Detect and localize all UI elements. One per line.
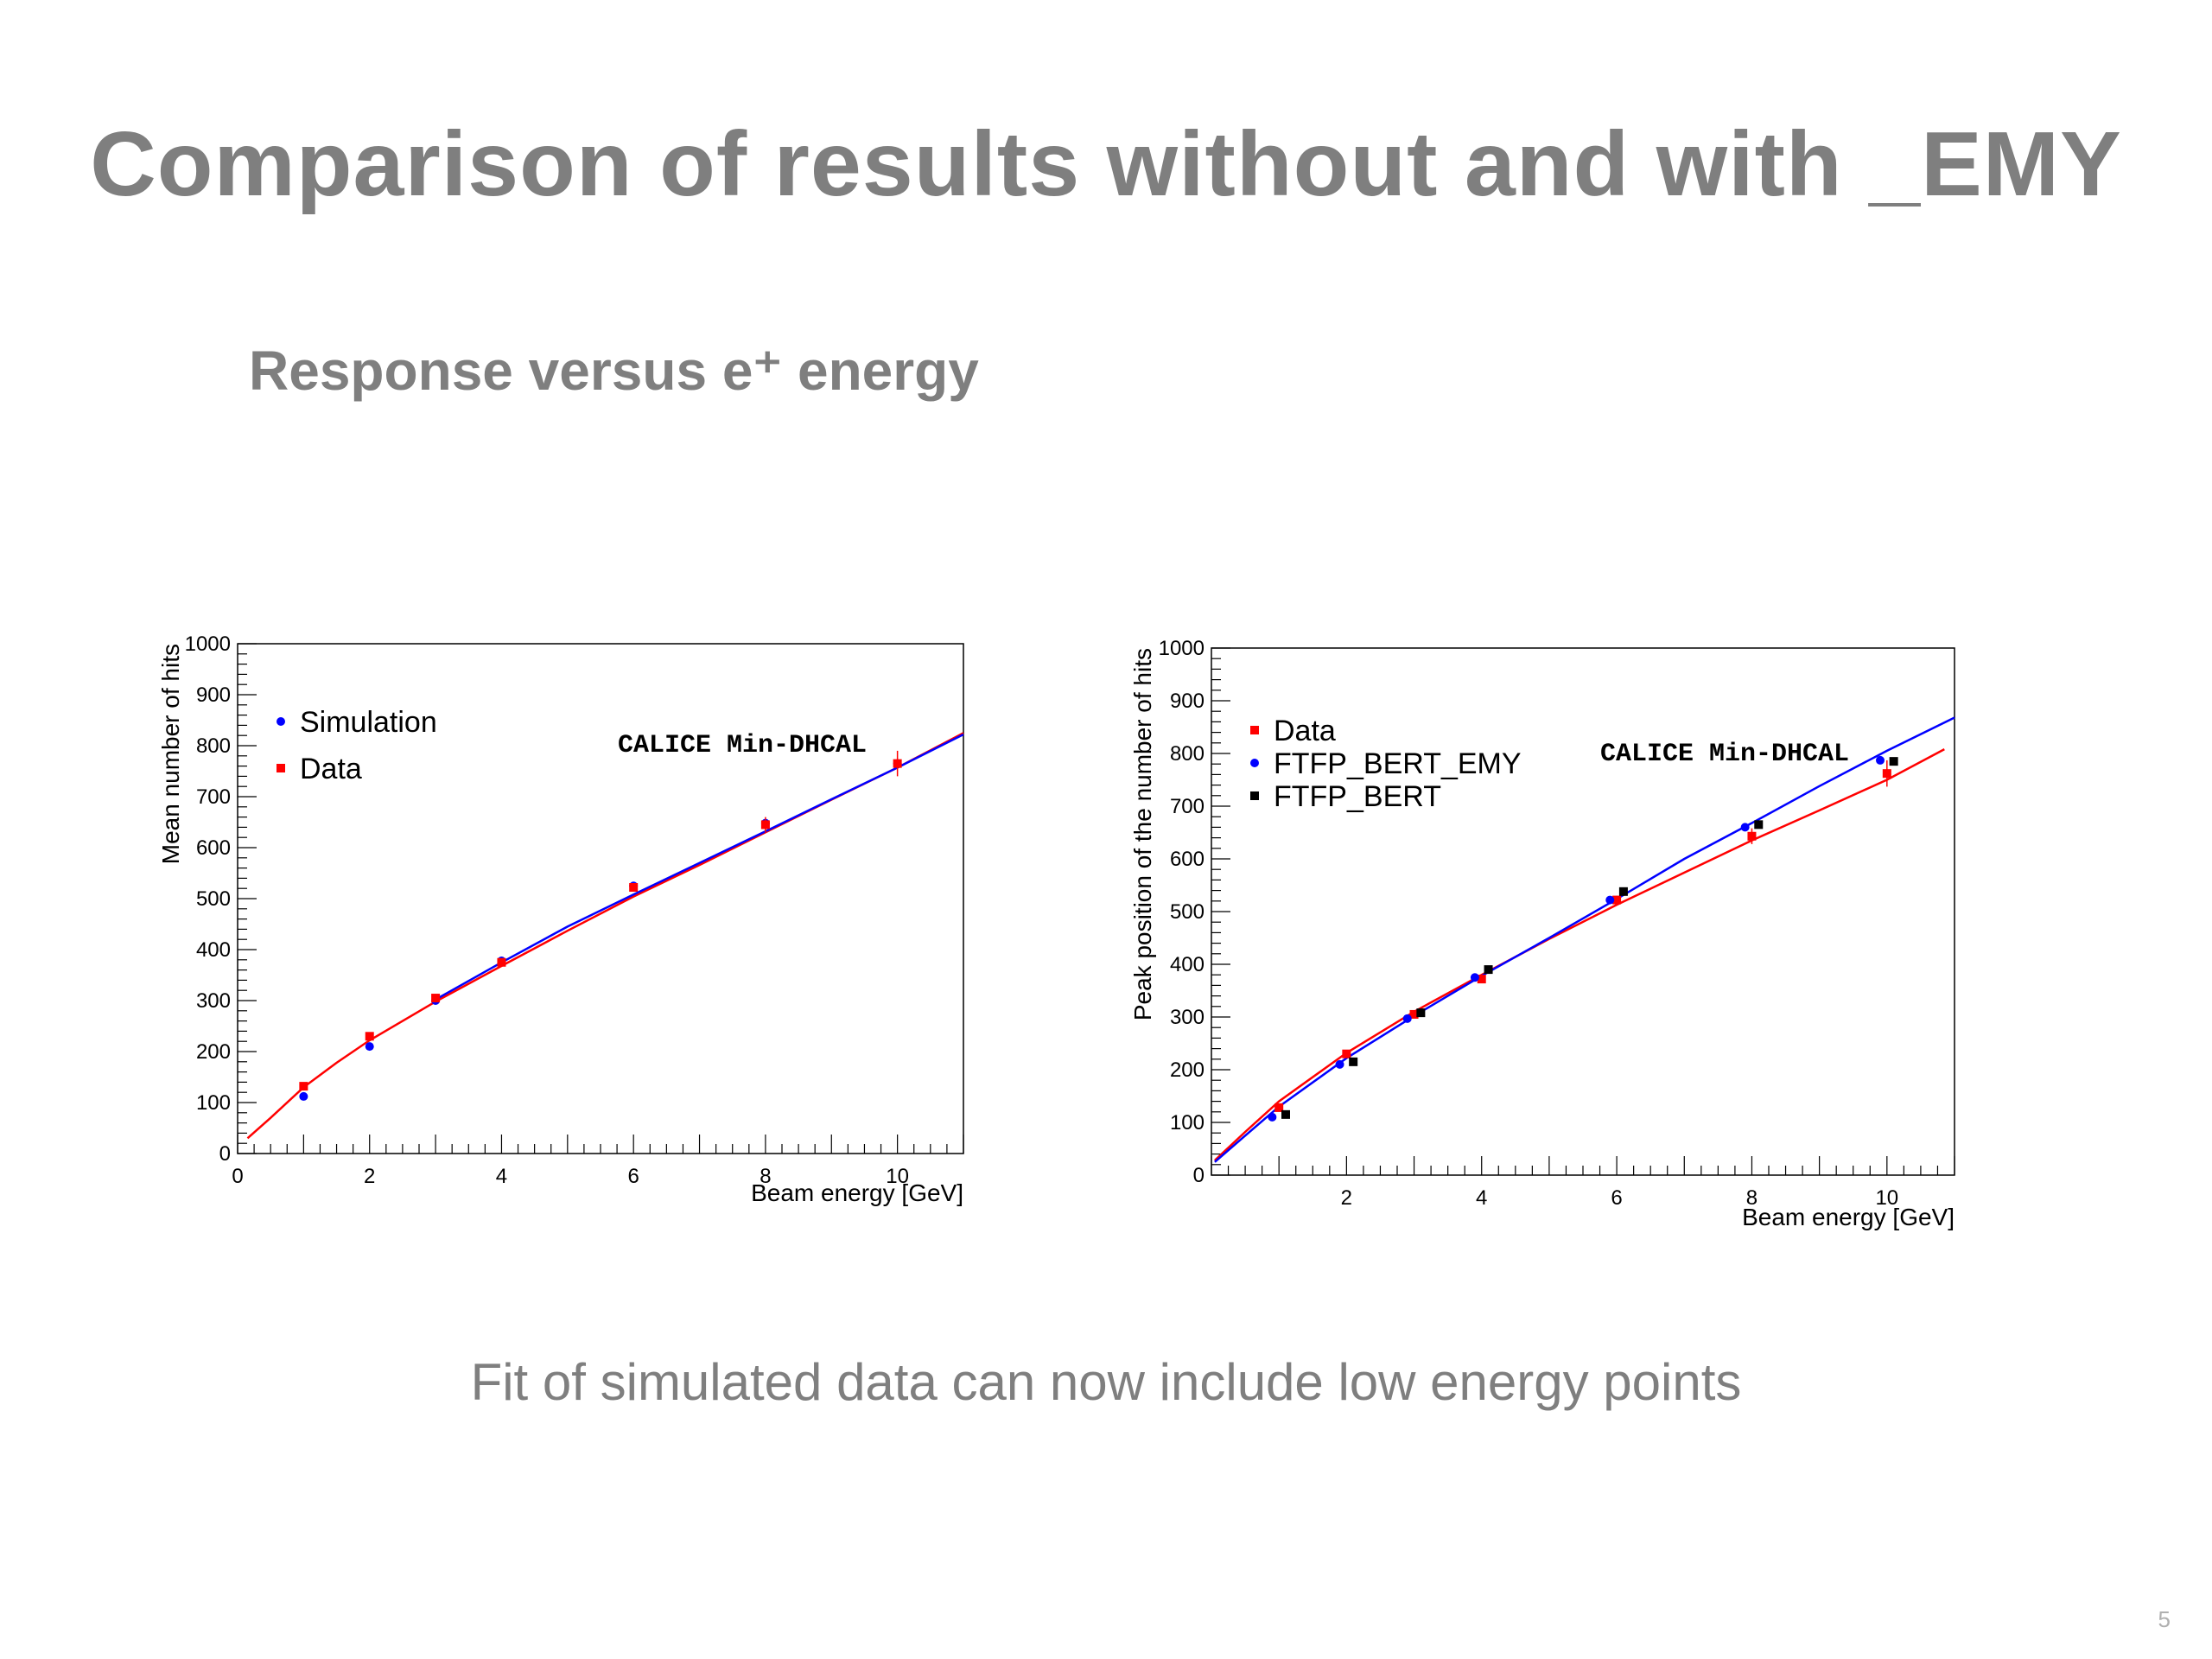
x-tick-label: 2 <box>364 1165 375 1188</box>
legend-label: Simulation <box>300 706 437 739</box>
data-point <box>1274 1103 1284 1112</box>
y-tick-label: 900 <box>1170 690 1205 713</box>
x-tick-label: 2 <box>1341 1186 1352 1210</box>
data-point <box>1402 1014 1412 1023</box>
x-tick-label: 6 <box>628 1165 639 1188</box>
x-axis-title: Beam energy [GeV] <box>751 1179 963 1206</box>
data-point <box>1281 1109 1290 1119</box>
legend-label: Data <box>1274 715 1336 747</box>
y-tick-label: 600 <box>196 836 231 860</box>
x-tick-label: 4 <box>496 1165 507 1188</box>
legend-label: FTFP_BERT_EMY <box>1274 747 1522 780</box>
data-point <box>629 883 639 893</box>
y-tick-label: 800 <box>1170 742 1205 766</box>
data-point <box>893 759 902 768</box>
data-point <box>1268 1112 1277 1122</box>
x-tick-label: 8 <box>1746 1186 1758 1210</box>
y-tick-label: 300 <box>1170 1006 1205 1029</box>
y-tick-label: 100 <box>196 1091 231 1115</box>
slide-subtitle: Response versus e⁺ energy <box>249 340 979 402</box>
data-point <box>365 1032 374 1041</box>
chart-annotation: CALICE Min-DHCAL <box>618 731 867 760</box>
y-tick-label: 600 <box>1170 848 1205 871</box>
chart-peak-position: 0 100 200 300 400 500 600 700 800 900 1000 2 4 6 8 10Be… <box>1129 637 1955 1230</box>
data-point <box>1470 973 1479 982</box>
legend-marker <box>276 764 285 772</box>
data-point <box>1882 769 1891 779</box>
data-point <box>1416 1008 1426 1018</box>
y-axis-title: Peak position of the number of hits <box>1129 648 1156 1020</box>
x-tick-label: 6 <box>1611 1186 1622 1210</box>
data-point <box>299 1091 308 1101</box>
data-point <box>1349 1057 1358 1066</box>
legend-marker <box>1250 791 1259 800</box>
data-point <box>299 1082 308 1091</box>
data-point <box>1409 1009 1419 1019</box>
page-number: 5 <box>2158 1606 2171 1632</box>
chart-mean-hits: 0 100 200 300 400 500 600 700 800 900 1000 0 2 4 6 8 10B… <box>157 632 964 1206</box>
x-tick-label: 0 <box>232 1165 243 1188</box>
y-tick-label: 700 <box>1170 795 1205 818</box>
legend-marker <box>1250 759 1259 767</box>
data-point <box>365 1042 374 1052</box>
data-point <box>1876 755 1885 765</box>
y-tick-label: 0 <box>219 1142 231 1166</box>
y-tick-label: 400 <box>196 938 231 962</box>
data-point <box>1740 823 1750 832</box>
y-tick-label: 1000 <box>1159 637 1205 660</box>
x-tick-label: 10 <box>1875 1186 1898 1210</box>
y-tick-label: 800 <box>196 734 231 758</box>
data-point <box>1335 1059 1344 1069</box>
data-point <box>1484 965 1493 975</box>
slide-title: Comparison of results without and with _… <box>90 113 2122 215</box>
x-axis-title: Beam energy [GeV] <box>1742 1204 1955 1230</box>
data-point <box>431 994 441 1003</box>
y-tick-label: 500 <box>196 887 231 911</box>
x-tick-label: 8 <box>760 1165 771 1188</box>
fit-curve <box>435 733 964 1001</box>
y-tick-label: 200 <box>1170 1058 1205 1082</box>
y-tick-label: 500 <box>1170 900 1205 924</box>
y-tick-label: 100 <box>1170 1111 1205 1135</box>
legend-label: FTFP_BERT <box>1274 780 1441 813</box>
slide-footer-note: Fit of simulated data can now include lo… <box>470 1353 1742 1411</box>
data-point <box>1754 820 1764 830</box>
legend-label: Data <box>300 753 362 785</box>
y-axis-title: Mean number of hits <box>157 644 184 864</box>
data-point <box>1605 895 1615 905</box>
y-tick-label: 1000 <box>185 632 231 656</box>
y-tick-label: 900 <box>196 683 231 707</box>
data-point <box>1342 1049 1351 1058</box>
legend-marker <box>1250 726 1259 734</box>
y-tick-label: 700 <box>196 785 231 809</box>
data-point <box>1747 831 1757 841</box>
y-tick-label: 0 <box>1193 1164 1205 1187</box>
data-point <box>760 820 770 830</box>
y-tick-label: 200 <box>196 1040 231 1064</box>
x-tick-label: 10 <box>886 1165 909 1188</box>
legend-marker <box>276 717 285 726</box>
y-tick-label: 300 <box>196 989 231 1013</box>
data-point <box>1612 895 1622 905</box>
chart-annotation: CALICE Min-DHCAL <box>1600 740 1849 769</box>
data-point <box>1618 887 1628 896</box>
x-tick-label: 4 <box>1476 1186 1487 1210</box>
data-point <box>497 957 506 967</box>
y-tick-label: 400 <box>1170 953 1205 976</box>
fit-curve <box>246 732 964 1140</box>
data-point <box>1477 975 1486 984</box>
data-point <box>1889 757 1898 766</box>
